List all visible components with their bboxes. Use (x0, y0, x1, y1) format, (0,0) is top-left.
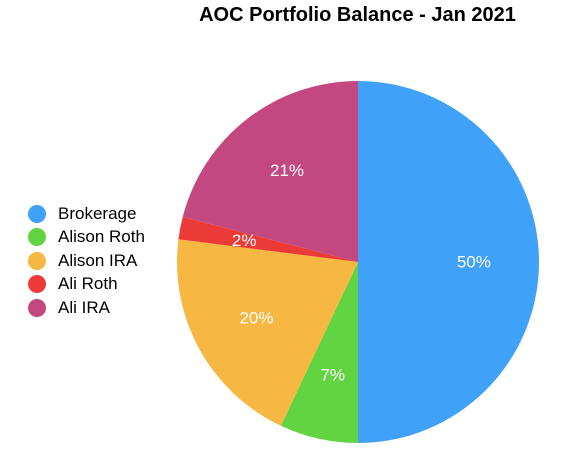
legend-label: Brokerage (58, 203, 137, 223)
pie-slices (177, 81, 539, 443)
legend-swatch (28, 298, 46, 317)
legend-swatch (28, 251, 46, 270)
legend-item-ali-roth: Ali Roth (28, 273, 145, 297)
slice-label-alison-ira: 20% (239, 308, 273, 327)
pie-slice-labels: 50% 7% 20% 2% 21% (232, 161, 491, 385)
chart-title: AOC Portfolio Balance - Jan 2021 (199, 4, 516, 26)
slice-label-brokerage: 50% (457, 253, 491, 272)
slice-label-ali-ira: 21% (270, 161, 304, 180)
legend-item-alison-roth: Alison Roth (28, 226, 145, 250)
legend-swatch (28, 275, 46, 294)
pie-slice-alison-ira (177, 239, 358, 426)
legend-item-alison-ira: Alison IRA (28, 249, 145, 273)
pie-slice-ali-ira (182, 81, 358, 262)
legend: Brokerage Alison Roth Alison IRA Ali Rot… (28, 202, 145, 320)
legend-swatch (28, 228, 46, 247)
pie-slice-alison-roth (280, 262, 358, 443)
legend-label: Alison Roth (58, 227, 145, 247)
legend-label: Ali Roth (58, 274, 118, 294)
pie-slice-brokerage (358, 81, 539, 443)
slice-label-ali-roth: 2% (232, 231, 257, 250)
legend-item-brokerage: Brokerage (28, 202, 145, 226)
legend-label: Ali IRA (58, 297, 110, 317)
legend-item-ali-ira: Ali IRA (28, 296, 145, 320)
slice-label-alison-roth: 7% (320, 366, 345, 385)
legend-label: Alison IRA (58, 250, 138, 270)
legend-swatch (28, 204, 46, 223)
pie-slice-ali-roth (178, 216, 358, 262)
